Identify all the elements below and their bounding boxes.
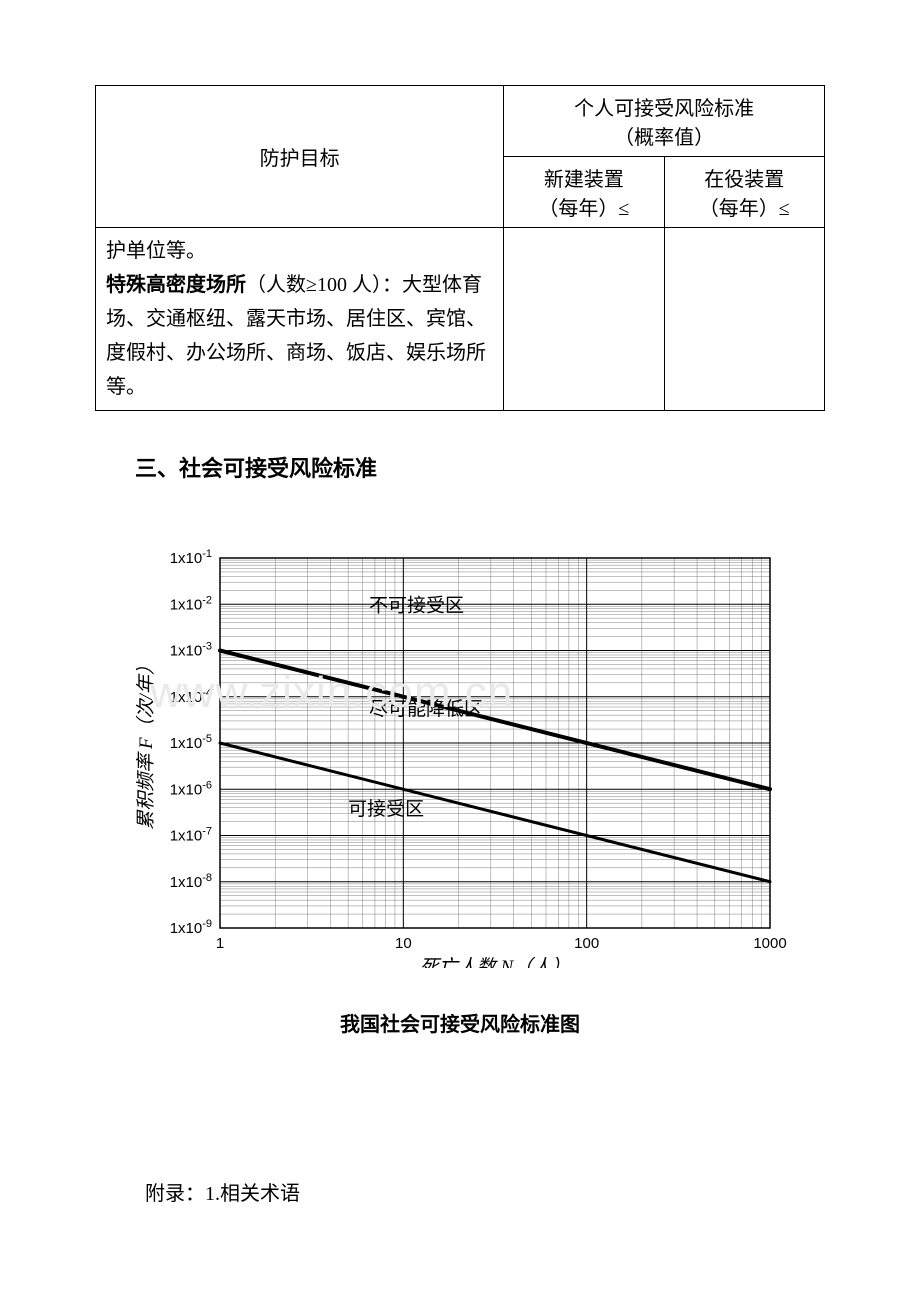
svg-text:100: 100 bbox=[574, 935, 599, 952]
table-header-target: 防护目标 bbox=[96, 86, 504, 228]
svg-text:1x10-9: 1x10-9 bbox=[170, 918, 212, 937]
table-body-cell: 护单位等。 特殊高密度场所（人数≥100 人）：大型体育场、交通枢纽、露天市场、… bbox=[96, 228, 504, 411]
svg-text:1x10-4: 1x10-4 bbox=[170, 687, 212, 706]
table-header-active: 在役装置 （每年）≤ bbox=[664, 157, 824, 228]
svg-text:1x10-6: 1x10-6 bbox=[170, 779, 212, 798]
svg-text:1x10-2: 1x10-2 bbox=[170, 594, 212, 613]
fn-chart: 不可接受区尽可能降低区可接受区 1 10 100 1000 1x10-1 1x10-2 1x1… bbox=[130, 538, 790, 968]
table-body-active-empty bbox=[664, 228, 824, 411]
table-header-risk: 个人可接受风险标准 （概率值） bbox=[504, 86, 825, 157]
svg-text:1x10-7: 1x10-7 bbox=[170, 826, 212, 845]
section-heading: 三、社会可接受风险标准 bbox=[135, 451, 825, 483]
svg-text:1: 1 bbox=[216, 935, 224, 952]
svg-text:不可接受区: 不可接受区 bbox=[369, 594, 464, 616]
svg-text:1x10-5: 1x10-5 bbox=[170, 733, 212, 752]
svg-text:1x10-8: 1x10-8 bbox=[170, 872, 212, 891]
svg-text:10: 10 bbox=[395, 935, 412, 952]
risk-standards-table: 防护目标 个人可接受风险标准 （概率值） 新建装置 （每年）≤ 在役装置 （每年… bbox=[95, 85, 825, 411]
svg-text:1x10-1: 1x10-1 bbox=[170, 548, 212, 567]
svg-text:1000: 1000 bbox=[753, 935, 786, 952]
svg-text:1x10-3: 1x10-3 bbox=[170, 641, 212, 660]
svg-text:可接受区: 可接受区 bbox=[348, 798, 424, 820]
svg-text:死亡人数 N（人）: 死亡人数 N（人） bbox=[420, 956, 570, 968]
table-header-new: 新建装置 （每年）≤ bbox=[504, 157, 664, 228]
table-body-new-empty bbox=[504, 228, 664, 411]
appendix-line: 附录：1.相关术语 bbox=[145, 1177, 825, 1206]
fn-chart-container: www.zixin.com.cn 不可接受区尽可能降低区可接受区11010010… bbox=[95, 538, 825, 968]
chart-caption: 我国社会可接受风险标准图 bbox=[95, 1008, 825, 1037]
svg-text:累积频率 F（次/年）: 累积频率 F（次/年） bbox=[135, 656, 157, 830]
svg-text:尽可能降低区: 尽可能降低区 bbox=[369, 698, 483, 720]
